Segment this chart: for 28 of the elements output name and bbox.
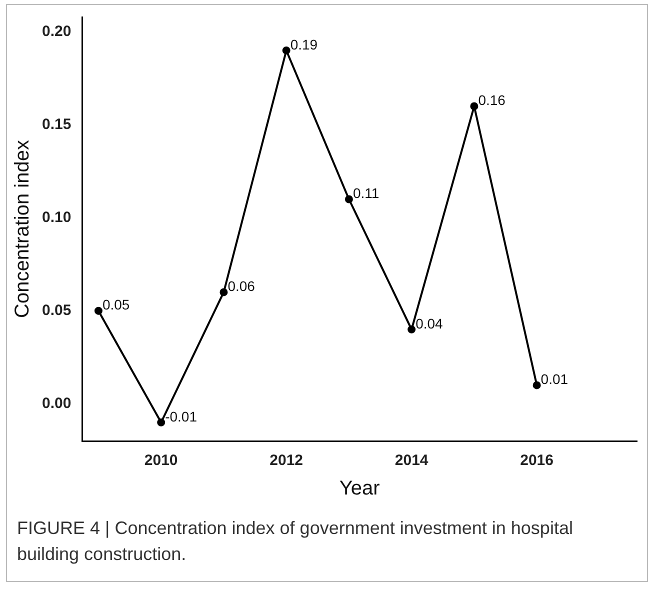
caption: FIGURE 4 | Concentration index of government investment in hospital building construction.: [17, 517, 574, 566]
point: [94, 306, 102, 315]
x-tick-label: 2014: [394, 452, 429, 470]
point: [532, 381, 541, 390]
data-label: 0.01: [540, 371, 568, 388]
data-label: 0.04: [416, 315, 444, 332]
data-label: 0.11: [352, 185, 380, 202]
point: [408, 325, 416, 334]
point: [344, 195, 353, 204]
point: [157, 418, 166, 426]
data-label: 0.19: [290, 36, 318, 52]
point: [282, 46, 290, 54]
y-axis-title: Concentration index: [12, 140, 34, 318]
x-tick-label: 2016: [520, 452, 554, 470]
y-tick-label: 0.00: [42, 394, 72, 412]
point: [470, 102, 478, 110]
point: [220, 288, 228, 296]
data-label: -0.01: [165, 408, 198, 424]
x-axis-title: Year: [339, 478, 380, 500]
y-tick-label: 0.10: [42, 208, 72, 226]
y-tick-label: 0.15: [42, 116, 72, 133]
x-tick-label: 2012: [270, 452, 304, 470]
x-tick-label: 2010: [144, 452, 178, 470]
y-tick-label: 0.05: [42, 302, 72, 319]
data-label: 0.05: [102, 296, 130, 313]
y-tick-label: 0.20: [42, 23, 72, 40]
data-label: 0.06: [228, 278, 256, 294]
data-label: 0.16: [478, 92, 506, 108]
